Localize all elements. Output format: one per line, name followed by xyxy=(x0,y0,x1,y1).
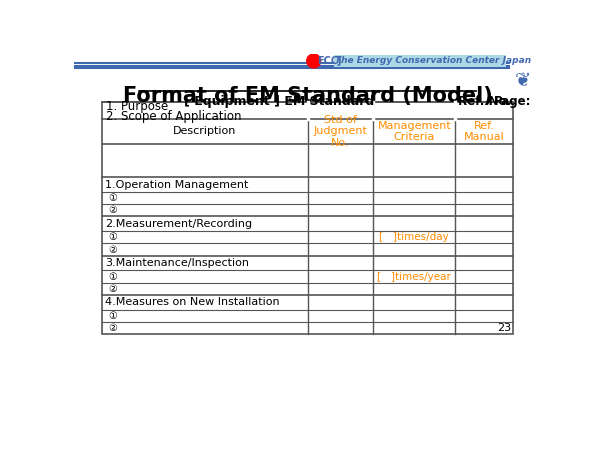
Text: ②: ② xyxy=(109,284,117,294)
Text: ②: ② xyxy=(109,323,117,333)
Text: ②: ② xyxy=(109,205,117,215)
Text: The Energy Conservation Center Japan: The Energy Conservation Center Japan xyxy=(335,56,532,65)
Text: 1.Operation Management: 1.Operation Management xyxy=(105,180,248,189)
Text: Format of EM Standard (Model): Format of EM Standard (Model) xyxy=(122,86,493,106)
Text: 2.Measurement/Recording: 2.Measurement/Recording xyxy=(105,219,253,229)
Text: 1. Purpose: 1. Purpose xyxy=(106,100,168,113)
Text: [ Equipment ] EM Standard: [ Equipment ] EM Standard xyxy=(184,95,374,108)
Text: 4.Measures on New Installation: 4.Measures on New Installation xyxy=(105,297,280,307)
Text: ①: ① xyxy=(109,311,117,321)
Text: ①: ① xyxy=(109,271,117,282)
Text: ❦: ❦ xyxy=(515,71,531,90)
Text: 23: 23 xyxy=(497,323,511,333)
Text: Description: Description xyxy=(173,126,236,136)
FancyBboxPatch shape xyxy=(334,55,506,67)
Text: ECCJ: ECCJ xyxy=(317,56,342,66)
Text: [   ]times/year: [ ]times/year xyxy=(377,271,451,282)
Text: Ref.
Manual: Ref. Manual xyxy=(464,121,505,142)
Bar xyxy=(102,102,513,334)
Text: ②: ② xyxy=(109,245,117,255)
Text: [   ]times/day: [ ]times/day xyxy=(379,232,449,242)
Text: ①: ① xyxy=(109,232,117,242)
Text: Std of
Judgment
No.: Std of Judgment No. xyxy=(313,115,367,148)
Text: Management
Criteria: Management Criteria xyxy=(377,121,451,142)
Text: 2. Scope of Application: 2. Scope of Application xyxy=(106,110,241,123)
Text: ①: ① xyxy=(109,193,117,203)
Text: Ref. No.: Ref. No. xyxy=(458,95,511,108)
Text: Page:: Page: xyxy=(494,95,532,108)
Circle shape xyxy=(307,54,320,68)
Text: 3.Maintenance/Inspection: 3.Maintenance/Inspection xyxy=(105,258,249,268)
